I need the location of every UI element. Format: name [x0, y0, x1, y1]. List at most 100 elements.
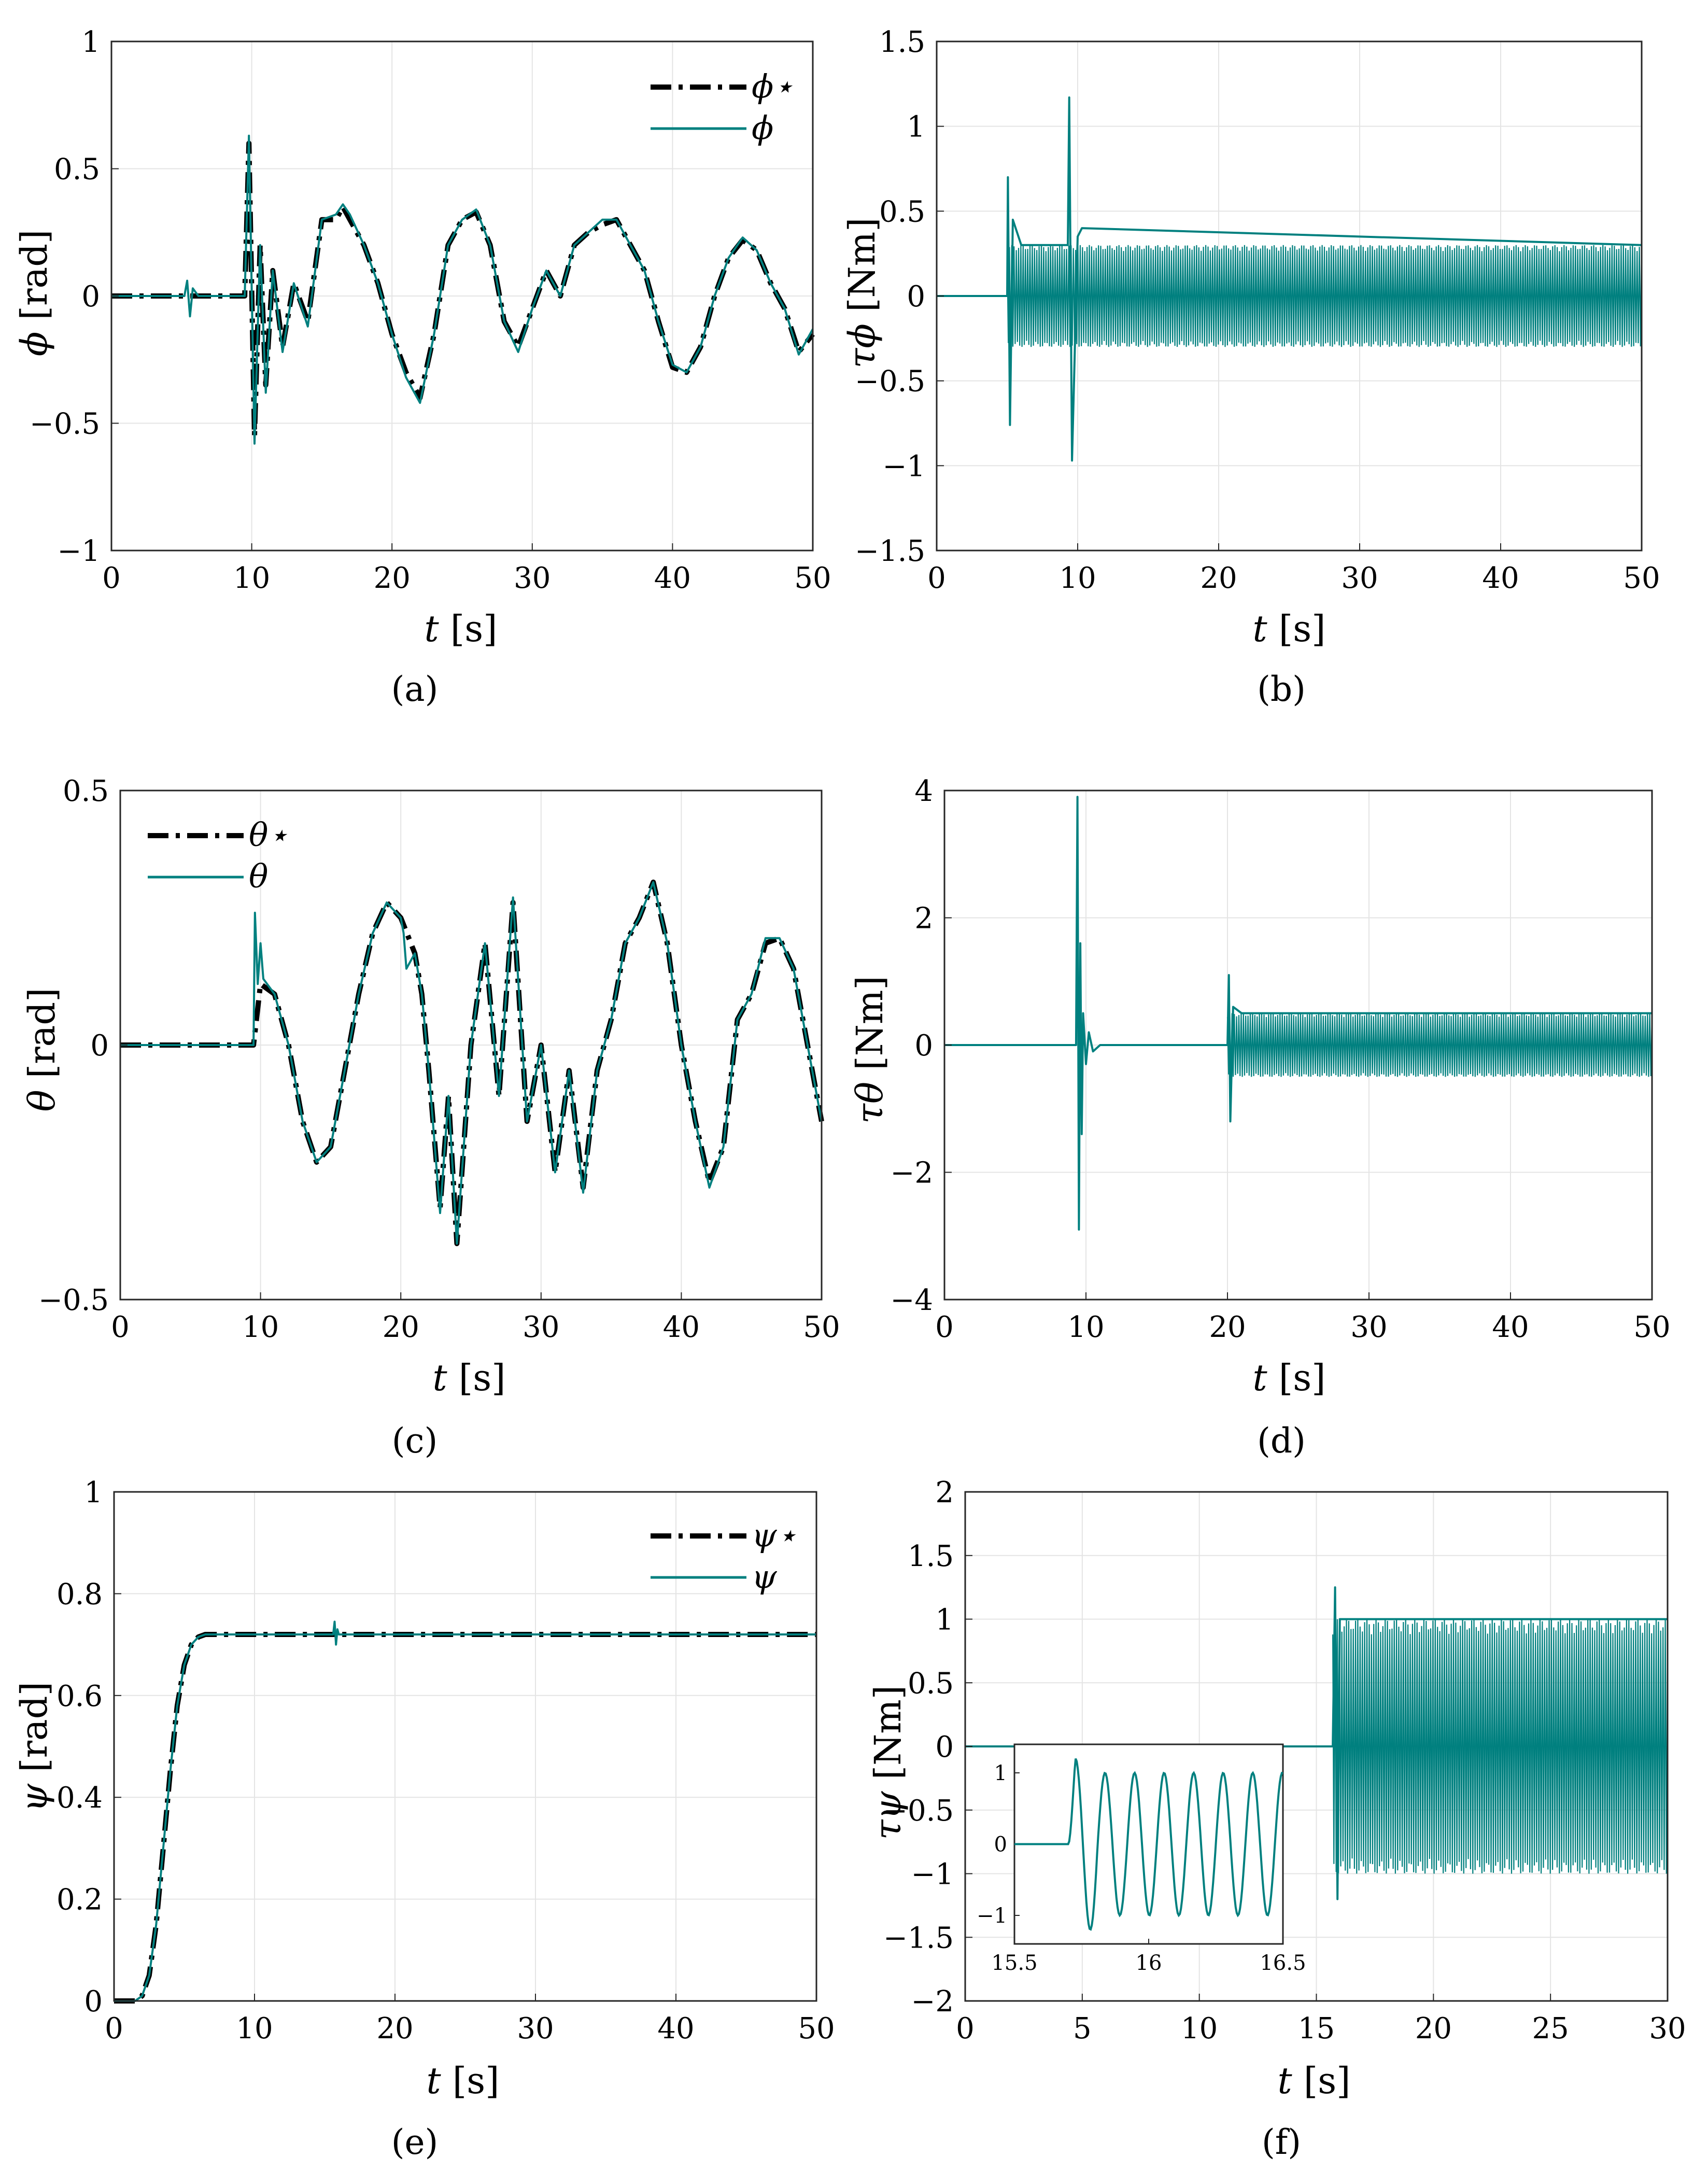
tick-label-x: 50	[798, 2012, 835, 2046]
tick-label-y: 0.5	[63, 774, 109, 808]
tick-label-x: 50	[1623, 561, 1660, 595]
ylabel-e: ψ [rad]	[13, 1682, 55, 1812]
xlabel-d: t [s]	[1253, 1357, 1326, 1399]
tick-label-y: −1	[911, 1858, 954, 1892]
tick-label-y: 0	[907, 280, 925, 314]
inset-tick-label-y: 1	[994, 1761, 1007, 1785]
tick-label-y: 4	[914, 774, 933, 808]
legend-c-meas: θ	[249, 857, 268, 895]
series-line-e-1	[114, 1620, 816, 2002]
inset-f: 15.5 16 16.5 −1 0 1	[977, 1743, 1306, 1975]
ylabel-f: τψ [Nm]	[867, 1685, 909, 1840]
legend-e: ψ⋆ ψ	[651, 1516, 797, 1596]
tick-label-y: −0.5	[855, 365, 925, 399]
tick-label-x: 40	[1492, 1310, 1529, 1344]
legend-a-meas: ϕ	[752, 109, 773, 147]
tick-label-y: −0.5	[883, 1794, 954, 1828]
tick-label-y: 0.5	[908, 1667, 954, 1700]
chart-b: 0 10 20 30 40 50 −1.5 −1 −0.5 0 0.5 1 1.5 τϕ [Nm] t …	[841, 25, 1660, 709]
tick-label-x: 30	[1350, 1310, 1387, 1344]
tick-label-y: 0.5	[54, 153, 100, 187]
tick-label-y: 0	[81, 280, 100, 314]
tick-label-y: 0	[90, 1029, 109, 1063]
xlabel-e: t [s]	[427, 2060, 500, 2102]
chart-a: 0 10 20 30 40 50 −1 −0.5 0 0.5 1 ϕ [rad] t [s] (a)…	[13, 25, 831, 709]
tick-label-y: −1.5	[883, 1921, 954, 1955]
legend-e-meas: ψ	[752, 1558, 778, 1596]
tick-label-x: 25	[1532, 2012, 1569, 2046]
tick-label-x: 40	[663, 1310, 700, 1344]
tick-label-x: 5	[1073, 2012, 1092, 2046]
tick-label-x: 10	[236, 2012, 273, 2046]
tick-label-y: 1.5	[879, 25, 925, 59]
tick-label-x: 50	[1633, 1310, 1670, 1344]
tick-label-x: 0	[102, 561, 121, 595]
inset-tick-label-x: 16	[1136, 1951, 1162, 1975]
panel-f: 0 5 10 15 20 25 30 −2 −1.5 −1 −0.5 0 0.5 1 1.5 2 15.5 16…	[854, 1451, 1708, 2172]
tick-label-x: 20	[383, 1310, 419, 1344]
tick-label-x: 40	[654, 561, 691, 595]
tick-label-y: −1	[57, 534, 100, 568]
tick-label-y: −0.5	[30, 407, 100, 441]
panel-c: 0 10 20 30 40 50 −0.5 0 0.5 θ [rad] t [s] (c) θ⋆…	[0, 726, 854, 1461]
caption-a: (a)	[391, 669, 439, 709]
tick-label-y: 0.4	[57, 1781, 103, 1815]
caption-d: (d)	[1257, 1421, 1306, 1461]
caption-c: (c)	[392, 1421, 437, 1461]
inset-tick-label-y: 0	[994, 1833, 1007, 1857]
tick-label-x: 0	[935, 1310, 954, 1344]
chart-d: 0 10 20 30 40 50 −4 −2 0 2 4 τθ [Nm] t [s] (d)	[849, 774, 1671, 1461]
ylabel-c: θ [rad]	[21, 988, 63, 1111]
inset-series-line	[1014, 1758, 1283, 1931]
tick-label-x: 0	[105, 2012, 123, 2046]
tick-label-x: 30	[523, 1310, 559, 1344]
tick-label-y: 1	[907, 110, 925, 144]
tick-label-x: 20	[1209, 1310, 1246, 1344]
panel-a: 0 10 20 30 40 50 −1 −0.5 0 0.5 1 ϕ [rad] t [s] (a)…	[0, 0, 854, 726]
tick-label-y: 2	[935, 1476, 954, 1510]
tick-label-y: 0.8	[57, 1577, 103, 1611]
inset-tick-label-x: 16.5	[1260, 1951, 1306, 1975]
tick-label-y: −2	[890, 1156, 933, 1190]
tick-label-x: 15	[1298, 2012, 1335, 2046]
tick-label-y: 0.6	[57, 1680, 103, 1713]
tick-label-x: 20	[1200, 561, 1237, 595]
series-line-c-0	[120, 879, 824, 1246]
tick-label-x: 20	[1415, 2012, 1452, 2046]
chart-c: 0 10 20 30 40 50−0.500.5 θ [rad] t [s] (c) θ⋆…	[21, 774, 840, 1461]
series-line-c-1	[120, 881, 823, 1245]
series-band-f	[1332, 1619, 1669, 1874]
tick-label-x: 0	[927, 561, 946, 595]
tick-label-x: 10	[1067, 1310, 1104, 1344]
tick-label-x: 20	[374, 561, 411, 595]
tick-label-x: 10	[233, 561, 270, 595]
tick-label-x: 30	[517, 2012, 554, 2046]
caption-b: (b)	[1257, 669, 1306, 709]
tick-label-x: 40	[1482, 561, 1519, 595]
plot-frame-e	[113, 1491, 817, 2002]
tick-label-x: 30	[514, 561, 550, 595]
tick-label-x: 50	[794, 561, 831, 595]
tick-label-y: 0.2	[57, 1883, 103, 1917]
legend-c: θ⋆ θ	[148, 816, 288, 895]
tick-label-y: −1.5	[855, 534, 925, 568]
xlabel-f: t [s]	[1278, 2060, 1351, 2102]
tick-label-y: 0	[935, 1730, 954, 1764]
series-band-d	[1226, 1013, 1653, 1077]
tick-label-y: 0	[914, 1029, 933, 1063]
legend-c-ref: θ⋆	[249, 816, 288, 854]
inset-tick-label-y: −1	[977, 1904, 1007, 1928]
tick-label-x: 10	[1181, 2012, 1218, 2046]
series-line-b-0	[937, 96, 1642, 462]
series-line-d-0	[944, 796, 1652, 1231]
tick-label-x: 10	[242, 1310, 279, 1344]
tick-label-x: 20	[376, 2012, 413, 2046]
tick-label-y: 1	[84, 1476, 103, 1510]
ylabel-a: ϕ [rad]	[13, 230, 55, 357]
series-line-e-0	[114, 1632, 816, 2004]
series-band-b	[1006, 245, 1643, 347]
panel-e: 0 10 20 30 40 50 0 0.2 0.4 0.6 0.8 1 ψ [rad] t [s] …	[0, 1451, 854, 2172]
legend-e-ref: ψ⋆	[752, 1516, 797, 1554]
tick-label-y: 1.5	[908, 1540, 954, 1573]
